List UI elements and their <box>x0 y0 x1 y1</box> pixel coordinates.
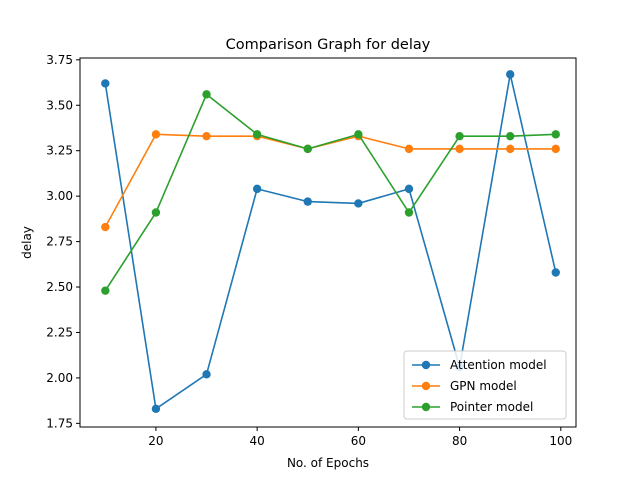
y-tick-label: 3.75 <box>46 53 73 67</box>
legend-item: Pointer model <box>412 400 533 414</box>
data-point <box>151 130 161 139</box>
y-tick-label: 2.75 <box>46 235 73 249</box>
y-axis-label: delay <box>20 226 34 259</box>
axis-layer: 20 40 60 80 100 1.75 2.00 2.25 2.50 2.75 3.00 3.25 3… <box>46 53 572 448</box>
y-tick-label: 1.75 <box>46 416 73 430</box>
legend-swatch-marker <box>421 360 431 370</box>
plot-frame <box>79 57 577 428</box>
data-point <box>202 90 211 99</box>
data-point <box>354 199 363 208</box>
legend-item: Attention model <box>412 358 547 372</box>
data-point <box>506 131 515 141</box>
legend-box <box>403 350 567 420</box>
data-point <box>101 286 110 295</box>
y-tick-label: 3.50 <box>46 98 73 112</box>
series-attention-model <box>101 70 560 414</box>
data-point <box>455 131 464 141</box>
chart-title: Comparison Graph for delay <box>226 37 431 53</box>
data-point <box>506 70 515 79</box>
data-point <box>151 208 161 217</box>
data-point <box>404 208 414 217</box>
y-tick-label: 2.25 <box>46 325 73 339</box>
data-point <box>404 144 414 154</box>
x-axis-label: No. of Epochs <box>287 456 369 470</box>
x-tick-label: 80 <box>452 434 467 448</box>
data-point <box>506 144 515 154</box>
data-point <box>202 131 211 141</box>
series-line <box>104 93 556 292</box>
data-point <box>151 404 161 414</box>
legend-swatch-marker <box>421 381 431 391</box>
legend-swatch-marker <box>421 402 431 412</box>
data-point <box>303 197 312 206</box>
legend-label: Pointer model <box>450 400 533 414</box>
data-point <box>551 130 560 139</box>
data-point <box>101 222 110 232</box>
data-point <box>303 144 312 154</box>
legend-item: GPN model <box>412 379 517 393</box>
legend-label: GPN model <box>450 379 517 393</box>
y-tick-label: 2.00 <box>46 371 73 385</box>
data-point <box>551 268 560 277</box>
series-layer <box>101 70 560 414</box>
series-pointer-model <box>101 90 560 295</box>
data-point <box>202 370 211 379</box>
x-tick-label: 40 <box>250 434 265 448</box>
data-point <box>252 184 262 194</box>
y-tick-label: 3.25 <box>46 144 73 158</box>
series-line <box>104 73 557 410</box>
data-point <box>354 130 363 139</box>
legend: Attention model GPN model Pointer model <box>403 350 567 420</box>
data-point <box>404 184 414 194</box>
data-point <box>252 130 262 139</box>
data-point <box>455 144 464 154</box>
legend-label: Attention model <box>450 358 547 372</box>
x-tick-label: 20 <box>148 434 163 448</box>
x-tick-label: 100 <box>549 434 572 448</box>
data-point <box>551 144 560 154</box>
y-tick-label: 3.00 <box>46 189 73 203</box>
x-tick-label: 60 <box>351 434 366 448</box>
series-line <box>104 133 556 228</box>
data-point <box>101 79 110 88</box>
y-tick-label: 2.50 <box>46 280 73 294</box>
